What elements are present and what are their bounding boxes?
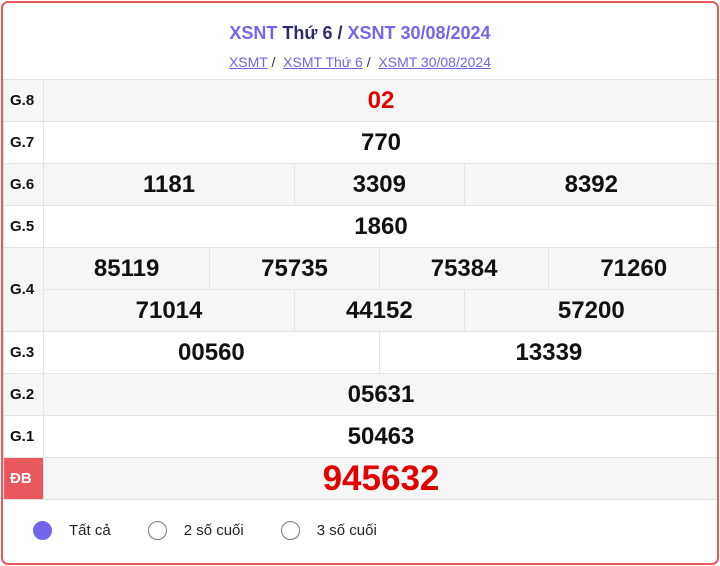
breadcrumb: XSMT / XSMT Thứ 6 / XSMT 30/08/2024 [228,54,492,70]
row-g3: G.3 00560 13339 [3,331,717,374]
prize-number: 770 [43,121,717,164]
row-g7: G.7 770 [3,121,717,164]
row-g4: G.4 85119 75735 75384 71260 [3,247,717,332]
filter-last-2[interactable]: 2 số cuối [147,521,244,540]
breadcrumb-xsmt-date[interactable]: XSMT 30/08/2024 [378,54,492,70]
results-table: G.8 02 G.7 770 G.6 1181 3309 8392 G.5 1860 G.4… [3,79,717,500]
page-title: XSNT Thứ 6 / XSNT 30/08/2024 [3,23,717,44]
radio-icon[interactable] [280,521,300,540]
prize-number: 02 [43,79,717,122]
row-g4b: 71014 44152 57200 [4,289,717,332]
row-g6: G.6 1181 3309 8392 [3,163,717,206]
filter-last-3[interactable]: 3 số cuối [280,521,377,540]
prize-number: 50463 [43,415,717,458]
radio-icon[interactable] [147,521,167,540]
row-g1: G.1 50463 [3,415,717,458]
prize-label: G.6 [3,163,44,206]
prize-number: 71260 [548,247,717,290]
title-link-xsnt[interactable]: XSNT [229,23,278,43]
prize-number: 13339 [378,331,717,374]
prize-label: G.5 [3,205,44,248]
prize-label: G.7 [3,121,44,164]
prize-number: 1181 [42,163,296,206]
prize-label: G.3 [3,331,44,374]
row-db: ĐB 945632 [3,457,717,500]
title-day: Thứ 6 / [277,23,348,43]
breadcrumb-xsmt-day[interactable]: XSMT Thứ 6 [283,54,363,70]
prize-label: G.4 [3,247,44,332]
title-link-date[interactable]: XSNT 30/08/2024 [347,23,491,43]
prize-label: ĐB [3,457,44,500]
radio-selected-icon[interactable] [33,521,52,540]
prize-number: 71014 [42,289,296,332]
digit-filter: Tất cả 2 số cuối 3 số cuối [33,521,414,540]
row-g8: G.8 02 [3,79,717,122]
prize-number: 8392 [463,163,717,206]
filter-label: Tất cả [69,522,111,539]
row-g5: G.5 1860 [3,205,717,248]
prize-number: 00560 [43,331,380,374]
prize-number: 3309 [294,163,465,206]
prize-number: 1860 [43,205,717,248]
prize-number: 05631 [43,373,717,416]
prize-number: 75735 [209,247,380,290]
prize-label: G.8 [3,79,44,122]
prize-number: 44152 [294,289,465,332]
prize-number: 57200 [463,289,717,332]
filter-label: 2 số cuối [183,522,244,539]
prize-number: 75384 [378,247,550,290]
prize-number: 85119 [42,247,211,290]
prize-label: G.2 [3,373,44,416]
special-prize-number: 945632 [43,457,717,500]
breadcrumb-xsmt[interactable]: XSMT [228,54,268,70]
prize-label: G.1 [3,415,44,458]
filter-label: 3 số cuối [316,522,377,539]
filter-all[interactable]: Tất cả [33,521,111,540]
row-g2: G.2 05631 [3,373,717,416]
